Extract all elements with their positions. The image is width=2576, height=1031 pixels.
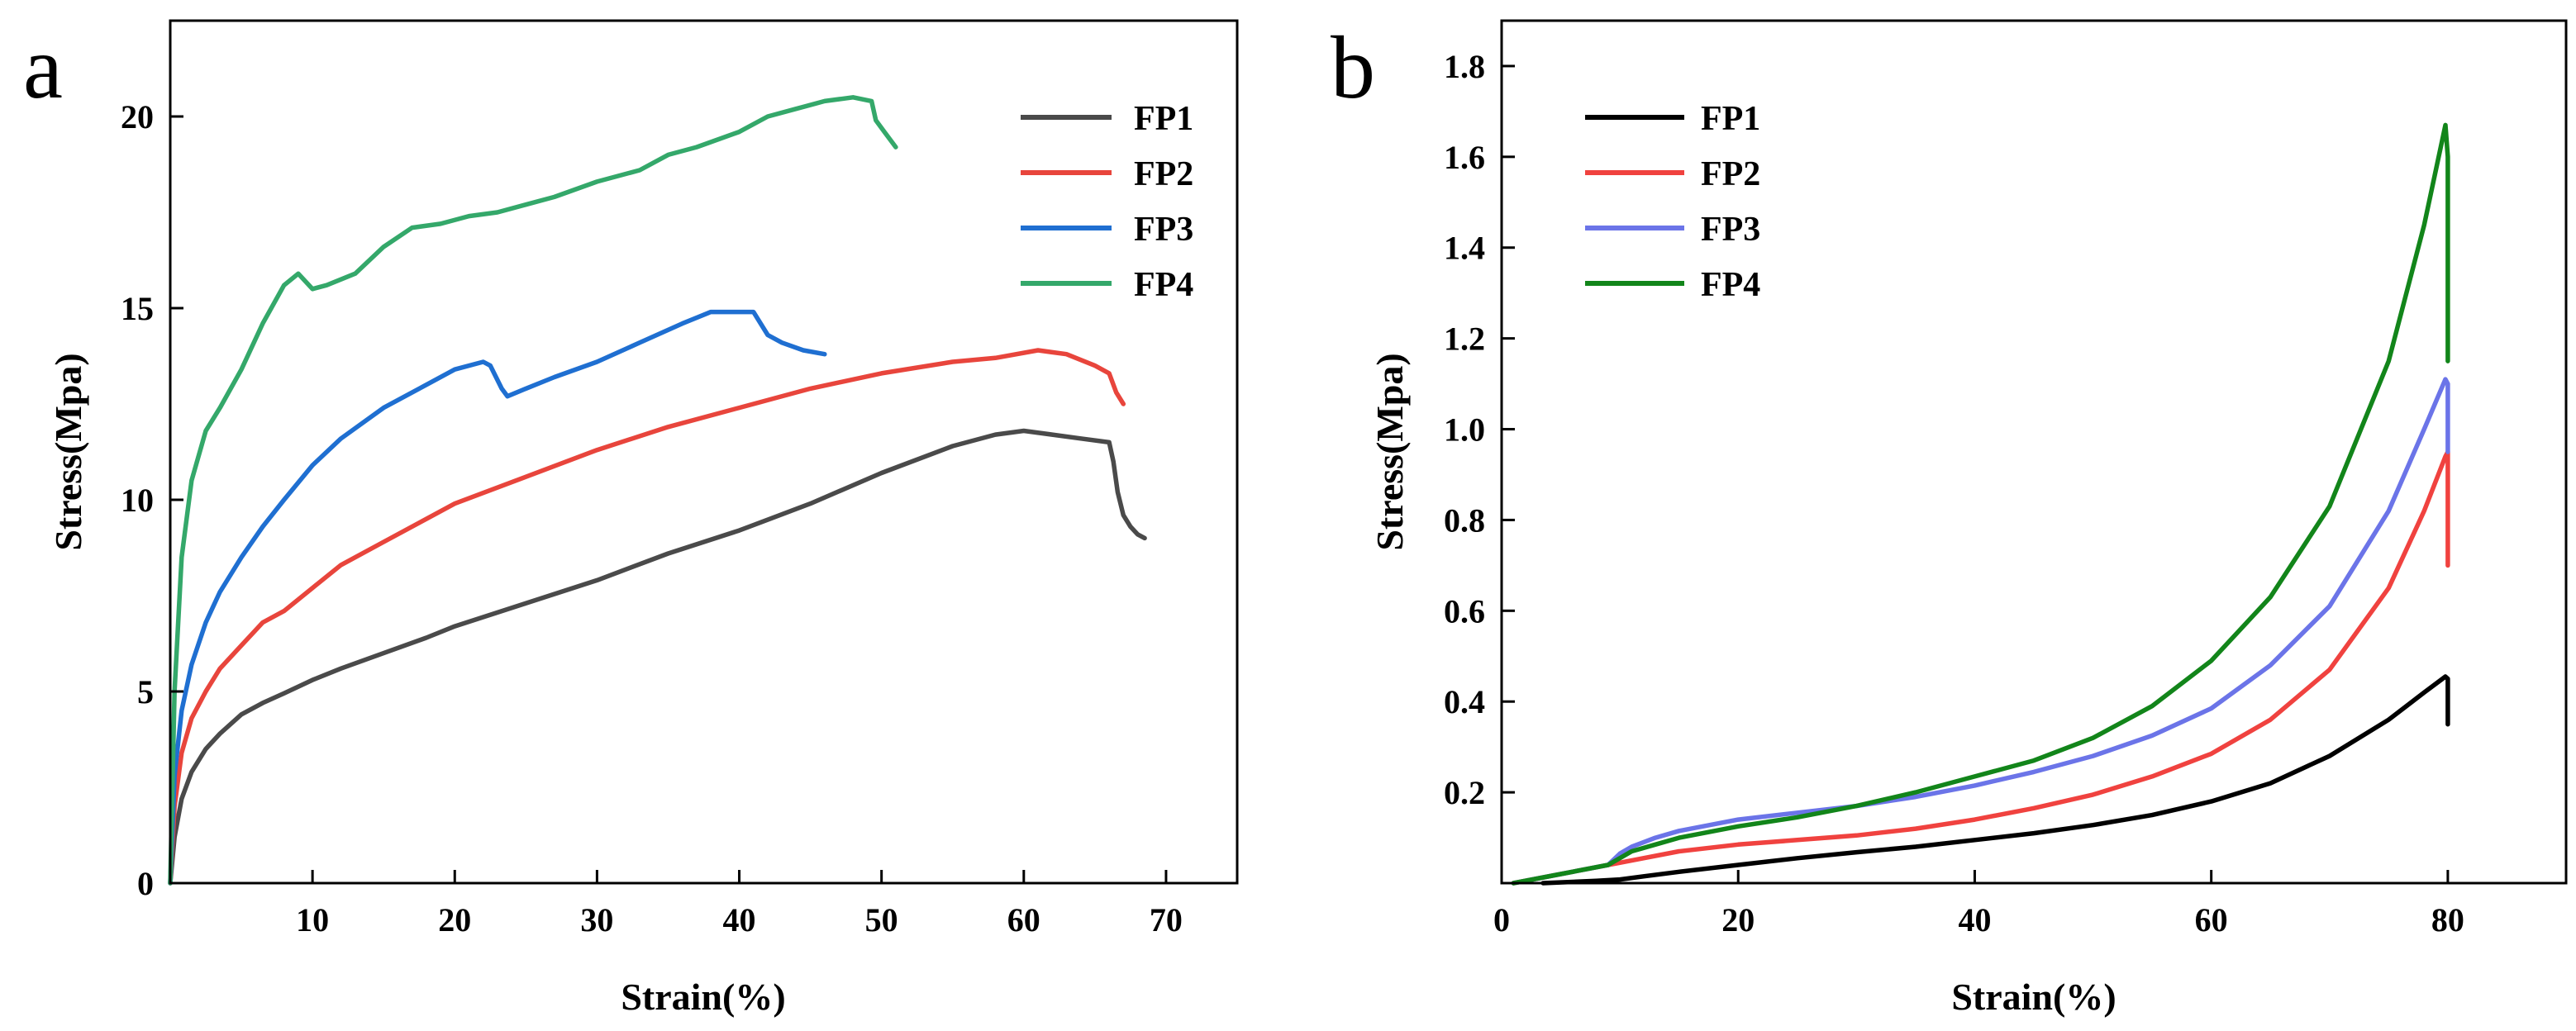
x-axis-title: Strain(%) bbox=[621, 976, 785, 1018]
y-axis-title: Stress(Mpa) bbox=[1369, 353, 1411, 550]
panel-label-a: a bbox=[23, 19, 63, 117]
series-line-fp2 bbox=[1511, 449, 2450, 886]
legend-label-fp3: FP3 bbox=[1134, 211, 1193, 249]
y-tick-label: 0 bbox=[137, 865, 154, 902]
x-tick-label: 70 bbox=[1150, 901, 1183, 938]
x-tick-label: 40 bbox=[1958, 901, 1991, 938]
x-axis-title: Strain(%) bbox=[1951, 976, 2116, 1018]
y-tick-label: 1.4 bbox=[1444, 230, 1485, 267]
y-tick-label: 5 bbox=[137, 673, 154, 710]
x-tick-label: 30 bbox=[580, 901, 613, 938]
y-tick-label: 20 bbox=[121, 98, 154, 135]
x-tick-label: 0 bbox=[1493, 901, 1510, 938]
y-tick-label: 1.0 bbox=[1444, 411, 1485, 449]
y-tick-label: 0.8 bbox=[1444, 501, 1485, 539]
plot-frame bbox=[1500, 19, 2568, 885]
y-tick-label: 1.8 bbox=[1444, 48, 1485, 85]
legend-label-fp1: FP1 bbox=[1701, 100, 1760, 138]
series-line-fp4 bbox=[1511, 122, 2450, 886]
panel-label-b: b bbox=[1331, 19, 1375, 117]
x-tick-label: 60 bbox=[1007, 901, 1040, 938]
series-line-fp1 bbox=[168, 428, 1147, 886]
series-line-fp2 bbox=[168, 348, 1126, 886]
legend-label-fp4: FP4 bbox=[1134, 266, 1193, 304]
series-line-fp3 bbox=[168, 309, 827, 886]
plot-frame bbox=[169, 19, 1239, 885]
x-tick-label: 50 bbox=[865, 901, 898, 938]
x-tick-label: 20 bbox=[1721, 901, 1755, 938]
y-tick-label: 10 bbox=[121, 482, 154, 519]
y-tick-label: 0.4 bbox=[1444, 683, 1485, 720]
y-tick-label: 1.2 bbox=[1444, 321, 1485, 358]
chart-panel-a: a 10 20 30 40 50 60 70 0 5 10 15 20 Strain(%) Stress(M… bbox=[23, 19, 1239, 1018]
legend-label-fp2: FP2 bbox=[1134, 155, 1193, 193]
legend-label-fp4: FP4 bbox=[1701, 266, 1760, 304]
y-tick-label: 0.6 bbox=[1444, 592, 1485, 630]
series-line-fp4 bbox=[168, 95, 898, 886]
x-tick-label: 60 bbox=[2195, 901, 2228, 938]
y-tick-label: 1.6 bbox=[1444, 139, 1485, 176]
series-line-fp1 bbox=[1540, 674, 2450, 886]
series-line-fp3 bbox=[1511, 377, 2450, 886]
chart-panel-b: b 0 20 40 60 80 0.2 0.4 0.6 0.8 1.0 1.2 1.4 1.6 1.8 Str… bbox=[1331, 19, 2568, 1018]
y-tick-label: 15 bbox=[121, 290, 154, 327]
x-tick-label: 10 bbox=[296, 901, 329, 938]
y-tick-label: 0.2 bbox=[1444, 774, 1485, 811]
legend-label-fp2: FP2 bbox=[1701, 155, 1760, 193]
x-tick-label: 80 bbox=[2431, 901, 2464, 938]
legend-label-fp1: FP1 bbox=[1134, 100, 1193, 138]
legend-label-fp3: FP3 bbox=[1701, 211, 1760, 249]
x-tick-label: 40 bbox=[723, 901, 756, 938]
y-axis-title: Stress(Mpa) bbox=[47, 353, 89, 550]
x-tick-label: 20 bbox=[438, 901, 471, 938]
